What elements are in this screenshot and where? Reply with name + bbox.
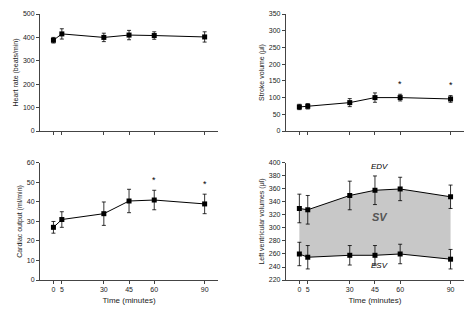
svg-text:Time (minutes): Time (minutes) — [103, 296, 156, 305]
svg-text:45: 45 — [371, 286, 379, 293]
svg-text:30: 30 — [346, 286, 354, 293]
svg-text:30: 30 — [27, 218, 35, 225]
svg-text:0: 0 — [277, 127, 281, 134]
svg-text:350: 350 — [269, 10, 281, 17]
svg-text:500: 500 — [23, 10, 35, 17]
svg-text:SV: SV — [372, 211, 388, 223]
svg-text:240: 240 — [269, 263, 281, 270]
svg-text:40: 40 — [27, 198, 35, 205]
svg-text:100: 100 — [269, 94, 281, 101]
svg-text:*: * — [449, 80, 453, 90]
svg-text:250: 250 — [269, 44, 281, 51]
svg-text:*: * — [203, 179, 207, 189]
svg-text:100: 100 — [23, 104, 35, 111]
svg-text:90: 90 — [201, 286, 209, 293]
svg-text:10: 10 — [27, 257, 35, 264]
svg-text:60: 60 — [150, 286, 158, 293]
svg-text:90: 90 — [447, 286, 455, 293]
svg-text:380: 380 — [269, 172, 281, 179]
svg-text:ESV: ESV — [371, 261, 388, 270]
svg-text:0: 0 — [51, 286, 55, 293]
svg-text:200: 200 — [23, 81, 35, 88]
svg-text:280: 280 — [269, 237, 281, 244]
svg-text:0: 0 — [31, 276, 35, 283]
svg-text:50: 50 — [273, 111, 281, 118]
svg-text:Time (minutes): Time (minutes) — [348, 296, 401, 305]
svg-text:0: 0 — [31, 127, 35, 134]
svg-text:0: 0 — [297, 286, 301, 293]
svg-text:30: 30 — [100, 286, 108, 293]
svg-text:150: 150 — [269, 77, 281, 84]
svg-text:EDV: EDV — [371, 162, 388, 171]
svg-text:340: 340 — [269, 198, 281, 205]
svg-text:400: 400 — [23, 34, 35, 41]
svg-text:200: 200 — [269, 61, 281, 68]
svg-text:*: * — [152, 175, 156, 185]
svg-text:Cardiac output (ml/min): Cardiac output (ml/min) — [16, 185, 24, 258]
svg-text:*: * — [398, 79, 402, 89]
svg-text:Left ventricular volumes (μl): Left ventricular volumes (μl) — [258, 178, 266, 264]
svg-text:45: 45 — [125, 286, 133, 293]
svg-text:50: 50 — [27, 179, 35, 186]
svg-text:5: 5 — [306, 286, 310, 293]
svg-text:300: 300 — [23, 57, 35, 64]
svg-text:260: 260 — [269, 250, 281, 257]
svg-text:Stroke volume (μl): Stroke volume (μl) — [258, 44, 266, 101]
svg-text:220: 220 — [269, 276, 281, 283]
svg-text:20: 20 — [27, 237, 35, 244]
svg-text:300: 300 — [269, 224, 281, 231]
svg-text:400: 400 — [269, 159, 281, 166]
svg-text:Heart rate (beats/min): Heart rate (beats/min) — [12, 38, 20, 106]
svg-text:60: 60 — [27, 159, 35, 166]
svg-text:360: 360 — [269, 185, 281, 192]
svg-text:60: 60 — [396, 286, 404, 293]
svg-text:300: 300 — [269, 27, 281, 34]
svg-text:5: 5 — [60, 286, 64, 293]
svg-text:320: 320 — [269, 211, 281, 218]
